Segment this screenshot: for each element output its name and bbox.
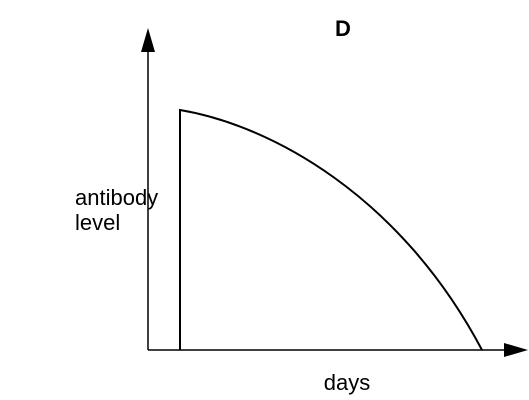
y-axis-label: level [75, 210, 120, 235]
title: D [335, 16, 351, 41]
y-axis-label: antibody [75, 185, 158, 210]
y-axis-arrow [141, 28, 155, 52]
antibody-curve [179, 108, 483, 351]
x-axis-arrow [504, 343, 528, 357]
x-axis-label: days [324, 370, 370, 395]
